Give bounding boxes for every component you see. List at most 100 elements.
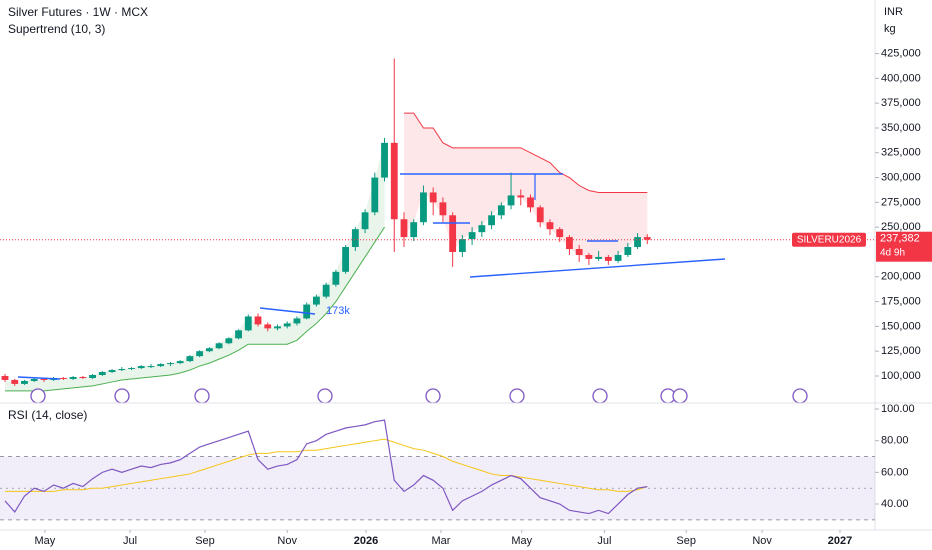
candle-body: [30, 378, 38, 381]
event-icon[interactable]: [114, 388, 130, 404]
trend-line: [17, 376, 61, 380]
indicator-title: Supertrend (10, 3): [8, 22, 105, 36]
event-icon[interactable]: [792, 388, 808, 404]
rsi-tick-label: 60.00: [881, 466, 909, 478]
x-tick-label: Nov: [752, 535, 772, 547]
event-icon[interactable]: [30, 388, 46, 404]
candle-body: [595, 256, 603, 259]
rsi-tick-label: 80.00: [881, 435, 909, 447]
candle-body: [507, 195, 515, 206]
plot-area: [1, 58, 651, 392]
candle-body: [643, 237, 651, 240]
event-icon[interactable]: [317, 388, 333, 404]
candle-body: [128, 368, 135, 370]
candle-body: [21, 380, 28, 384]
candle-body: [108, 370, 116, 373]
supertrend-fill: [511, 147, 521, 198]
y-tick-label: 300,000: [881, 171, 921, 183]
candle-body: [536, 207, 544, 223]
candle-body: [235, 330, 242, 339]
candle-body: [410, 222, 418, 238]
candle-body: [390, 142, 398, 220]
candle-body: [40, 378, 48, 380]
supertrend-fill: [569, 177, 580, 255]
supertrend-fill: [121, 368, 132, 380]
supertrend-fill: [150, 364, 161, 377]
supertrend-fill: [277, 323, 288, 345]
candle-body: [283, 323, 291, 327]
supertrend-fill: [267, 326, 278, 345]
supertrend-fill: [501, 147, 512, 206]
candle-body: [264, 324, 272, 329]
event-icon[interactable]: [509, 388, 525, 404]
candle-body: [167, 363, 174, 365]
candle-body: [497, 205, 505, 216]
event-icon[interactable]: [672, 388, 688, 404]
candle-body: [69, 376, 77, 379]
supertrend-fill: [160, 363, 171, 376]
drawings: 173k: [17, 173, 726, 380]
candle-body: [98, 372, 106, 375]
candle-body: [468, 232, 476, 240]
y-tick-label: 200,000: [881, 271, 921, 283]
x-tick-label: Mar: [431, 535, 450, 547]
supertrend-fill: [608, 192, 619, 261]
y-tick-label: 350,000: [881, 122, 921, 134]
supertrend-fill: [258, 324, 268, 345]
supertrend-fill: [627, 192, 638, 248]
candle-body: [361, 212, 369, 230]
rsi-title: RSI (14, close): [8, 408, 87, 422]
supertrend-fill: [637, 192, 648, 240]
price-box: [876, 231, 932, 262]
x-tick-label: Sep: [676, 535, 696, 547]
y-tick-label: 375,000: [881, 97, 921, 109]
x-tick-label: Jul: [597, 535, 611, 547]
y-tick-label: 425,000: [881, 47, 921, 59]
supertrend-fill: [462, 147, 473, 240]
countdown: 4d 9h: [880, 247, 905, 258]
candle-body: [429, 192, 437, 203]
candle-body: [634, 237, 641, 248]
candle-body: [59, 377, 67, 379]
symbol-label: SILVERU2026: [797, 234, 862, 245]
candle-body: [449, 215, 457, 252]
chart-title: Silver Futures · 1W · MCX: [8, 5, 148, 19]
event-icon[interactable]: [592, 388, 608, 404]
x-tick-label: May: [511, 535, 532, 547]
candle-body: [254, 316, 262, 325]
supertrend-fill: [53, 377, 64, 390]
candle-body: [147, 366, 155, 368]
unit: kg: [884, 23, 896, 35]
candle-body: [332, 271, 340, 285]
candle-body: [458, 239, 466, 252]
event-icon[interactable]: [425, 388, 441, 404]
candle-body: [439, 202, 447, 216]
candle-body: [176, 361, 184, 364]
event-icon[interactable]: [194, 388, 210, 404]
supertrend-fill: [34, 378, 44, 391]
candle-body: [11, 379, 19, 384]
candle-body: [566, 237, 573, 250]
supertrend-fill: [472, 147, 482, 233]
y-tick-label: 275,000: [881, 196, 921, 208]
supertrend-fill: [403, 113, 414, 238]
candle-body: [293, 318, 301, 324]
supertrend-fill: [549, 162, 560, 238]
x-tick-label: May: [35, 535, 56, 547]
supertrend-fill: [598, 192, 609, 261]
candle-body: [614, 254, 622, 261]
candle-body: [225, 338, 233, 344]
candle-body: [303, 304, 311, 319]
y-tick-label: 150,000: [881, 320, 921, 332]
supertrend-fill: [423, 127, 434, 203]
candle-body: [196, 351, 204, 357]
candle-body: [244, 316, 252, 331]
supertrend-fill: [131, 366, 142, 379]
candle-body: [371, 177, 379, 213]
candle-body: [624, 247, 632, 255]
candle-body: [186, 356, 194, 362]
supertrend-fill: [618, 192, 628, 255]
x-tick-label: Nov: [277, 535, 297, 547]
y-tick-label: 400,000: [881, 72, 921, 84]
